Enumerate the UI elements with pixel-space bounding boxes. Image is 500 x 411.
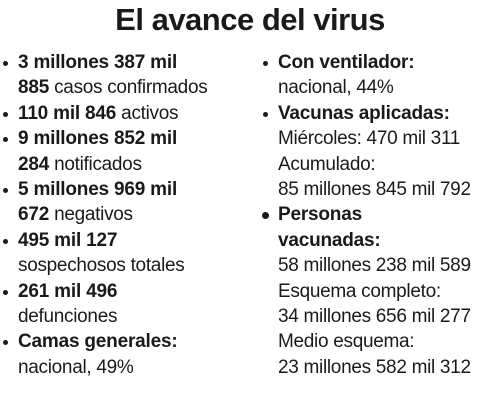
bold-text: 495 mil 127 <box>18 229 118 251</box>
bold-text: Con ventilador: <box>278 52 415 73</box>
right-column: Con ventilador: nacional, 44% Vacunas apli… <box>260 50 500 380</box>
text-line: 110 mil 846 activos <box>0 101 258 126</box>
bullet <box>263 111 268 117</box>
bullet <box>3 137 8 143</box>
text-line: Personas <box>260 202 500 227</box>
text-line: 5 millones 969 mil <box>0 177 258 202</box>
bullet <box>3 111 8 117</box>
text-line: vacunadas: <box>260 228 500 253</box>
bullet <box>263 61 268 66</box>
regular-text: sospechosos totales <box>18 255 185 277</box>
bullet <box>3 187 8 193</box>
bold-text: vacunadas: <box>278 229 381 251</box>
regular-text: Medio esquema: <box>278 331 415 353</box>
bold-text: Camas generales: <box>18 331 178 353</box>
regular-text: Acumulado: <box>278 153 376 175</box>
bullet <box>3 340 8 346</box>
text-line: Medio esquema: <box>260 329 500 354</box>
text-line: 3 millones 387 mil <box>0 50 258 75</box>
text-line: 23 millones 582 mil 312 <box>260 355 500 380</box>
bold-text: 261 mil 496 <box>18 280 118 302</box>
regular-text: negativos <box>54 204 133 226</box>
bold-text: 9 millones 852 mil <box>18 128 178 150</box>
text-line: 58 millones 238 mil 589 <box>260 253 500 278</box>
bold-text: 110 mil 846 <box>18 102 117 124</box>
regular-text: 34 millones 656 mil 277 <box>278 305 471 327</box>
text-line: 284 notificados <box>0 152 258 177</box>
bold-text: 5 millones 969 mil <box>18 178 178 200</box>
bold-text: 672 <box>18 204 50 226</box>
text-line: Con ventilador: <box>260 50 500 75</box>
left-column: 3 millones 387 mil 885 casos confirmados 11… <box>0 50 258 380</box>
bold-text: Personas <box>278 204 362 226</box>
bold-text: 885 <box>18 77 50 99</box>
bullet <box>3 238 8 244</box>
bullet <box>262 212 269 220</box>
text-line: nacional, 44% <box>260 75 500 100</box>
regular-text: activos <box>121 102 179 124</box>
text-line: 672 negativos <box>0 202 258 227</box>
text-line: 9 millones 852 mil <box>0 126 258 151</box>
text-line: Vacunas aplicadas: <box>260 101 500 126</box>
text-line: Miércoles: 470 mil 311 <box>260 126 500 151</box>
text-line: 34 millones 656 mil 277 <box>260 304 500 329</box>
text-line: Camas generales: <box>0 329 258 354</box>
regular-text: nacional, 44% <box>278 77 394 99</box>
regular-text: casos confirmados <box>54 77 208 99</box>
text-line: 261 mil 496 <box>0 279 258 304</box>
regular-text: defunciones <box>18 305 118 327</box>
bullet <box>3 61 8 66</box>
text-line: defunciones <box>0 304 258 329</box>
regular-text: Esquema completo: <box>278 280 441 302</box>
regular-text: 85 millones 845 mil 792 <box>278 178 471 200</box>
text-line: 495 mil 127 <box>0 228 258 253</box>
bold-text: Vacunas aplicadas: <box>278 102 450 124</box>
bold-text: 3 millones 387 mil <box>18 52 178 73</box>
text-line: 85 millones 845 mil 792 <box>260 177 500 202</box>
text-line: Acumulado: <box>260 152 500 177</box>
regular-text: nacional, 49% <box>18 356 134 378</box>
text-line: sospechosos totales <box>0 253 258 278</box>
regular-text: 23 millones 582 mil 312 <box>278 356 471 378</box>
bold-text: 284 <box>18 153 50 175</box>
regular-text: 58 millones 238 mil 589 <box>278 255 471 277</box>
regular-text: notificados <box>54 153 142 175</box>
text-line: nacional, 49% <box>0 355 258 380</box>
title: El avance del virus <box>115 2 385 37</box>
regular-text: Miércoles: 470 mil 311 <box>278 128 461 150</box>
text-line: Esquema completo: <box>260 279 500 304</box>
bullet <box>3 289 8 295</box>
text-line: 885 casos confirmados <box>0 75 258 100</box>
